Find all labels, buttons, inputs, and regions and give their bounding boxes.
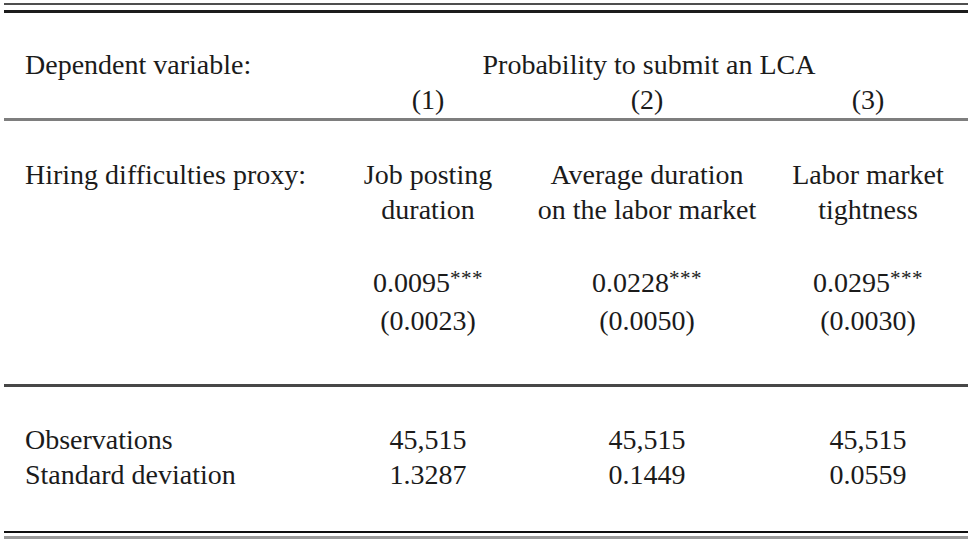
stat-label-observations: Observations [4,422,330,457]
coefficient-number-2: 0.0228 [592,267,669,298]
coefficient-value-3: 0.0295*** [768,265,968,303]
stat-label-standard-deviation: Standard deviation [4,457,330,492]
top-rule-outer [4,3,968,5]
proxy-column-1-line-1: Job posting [330,157,526,192]
spacer-cell [4,82,330,117]
bottom-rule-inner [4,531,968,533]
proxy-column-3-line-1: Labor market [768,157,968,192]
dependent-variable-row: Dependent variable: Probability to submi… [4,47,968,82]
coefficient-column-3: 0.0295*** (0.0030) [768,265,968,338]
standard-deviation-column-1: 1.3287 [330,457,526,492]
significance-stars-1: *** [450,266,483,290]
spacer-cell [4,265,330,338]
coefficient-value-2: 0.0228*** [526,265,768,303]
proxy-column-1-line-2: duration [330,192,526,227]
regression-table-page: Dependent variable: Probability to submi… [0,0,979,539]
standard-error-3: (0.0030) [768,303,968,338]
proxy-column-2: Average duration on the labor market [526,157,768,227]
coefficient-column-2: 0.0228*** (0.0050) [526,265,768,338]
column-number-3: (3) [768,82,968,117]
stats-rows: Observations 45,515 45,515 45,515 Standa… [4,422,968,492]
column-numbers-row: (1) (2) (3) [4,82,968,117]
coefficient-number-3: 0.0295 [813,267,890,298]
standard-error-2: (0.0050) [526,303,768,338]
standard-deviation-column-3: 0.0559 [768,457,968,492]
mid-rule [4,384,968,387]
coefficient-value-1: 0.0095*** [330,265,526,303]
proxy-column-2-line-1: Average duration [526,157,768,192]
coefficient-column-1: 0.0095*** (0.0023) [330,265,526,338]
observations-column-3: 45,515 [768,422,968,457]
proxy-column-3: Labor market tightness [768,157,968,227]
standard-error-1: (0.0023) [330,303,526,338]
column-number-1: (1) [330,82,526,117]
dependent-variable-label: Dependent variable: [4,47,330,82]
coefficient-number-1: 0.0095 [373,267,450,298]
proxy-column-1: Job posting duration [330,157,526,227]
proxy-column-3-line-2: tightness [768,192,968,227]
significance-stars-3: *** [890,266,923,290]
proxy-header-row: Hiring difficulties proxy: Job posting d… [4,157,968,227]
header-rule [4,118,968,121]
observations-column-2: 45,515 [526,422,768,457]
standard-deviation-column-2: 0.1449 [526,457,768,492]
coefficient-rows: 0.0095*** (0.0023) 0.0228*** (0.0050) 0.… [4,265,968,338]
proxy-column-2-line-2: on the labor market [526,192,768,227]
significance-stars-2: *** [669,266,702,290]
top-rule-inner [4,10,968,13]
observations-column-1: 45,515 [330,422,526,457]
dependent-variable-value: Probability to submit an LCA [330,47,968,82]
column-number-2: (2) [526,82,768,117]
proxy-label: Hiring difficulties proxy: [4,157,330,227]
